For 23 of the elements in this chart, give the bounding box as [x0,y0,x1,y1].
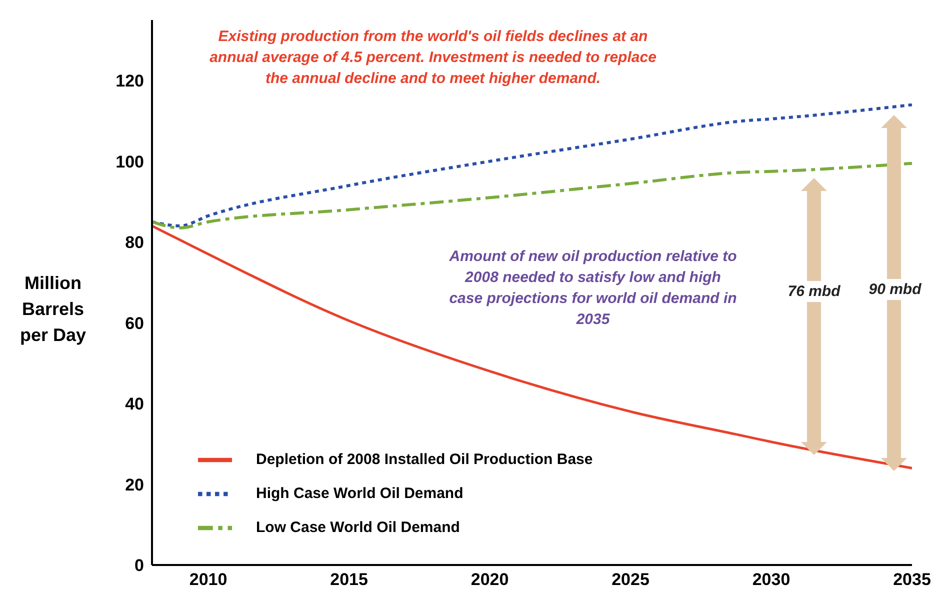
annotation: 90 mbd [860,279,930,300]
x-tick-label: 2020 [470,570,509,590]
annotation: Amount of new oil production relative to 2008 needed to satisfy low and high case projections for world oil demand in 2035 [448,247,738,330]
x-tick-label: 2035 [893,570,931,590]
x-tick-label: 2010 [189,570,228,590]
annotation: 76 mbd [778,281,850,302]
legend-label: Low Case World Oil Demand [256,518,460,536]
legend-label: High Case World Oil Demand [256,484,464,502]
line-series [152,103,912,228]
y-tick-label: 120 [116,72,144,91]
y-tick-label: 0 [134,556,144,576]
y-tick-label: 80 [125,233,144,252]
legend-label: Depletion of 2008 Installed Oil Production Base [256,450,593,468]
y-axis-title: Million Barrels per Day [18,272,88,347]
annotation: Existing production from the world's oil fields declines at an annual average of 4.5 percent. Investment is needed to replace the annual decline and to meet higher demand. [208,27,658,89]
y-tick-label: 40 [125,394,144,414]
x-tick-label: 2030 [752,570,790,590]
y-tick-label: 20 [125,475,144,494]
x-tick-label: 2025 [612,570,650,590]
x-tick-label: 2015 [330,570,368,590]
line-series [152,162,912,230]
y-tick-label: 100 [116,152,144,172]
y-tick-label: 60 [125,314,144,333]
